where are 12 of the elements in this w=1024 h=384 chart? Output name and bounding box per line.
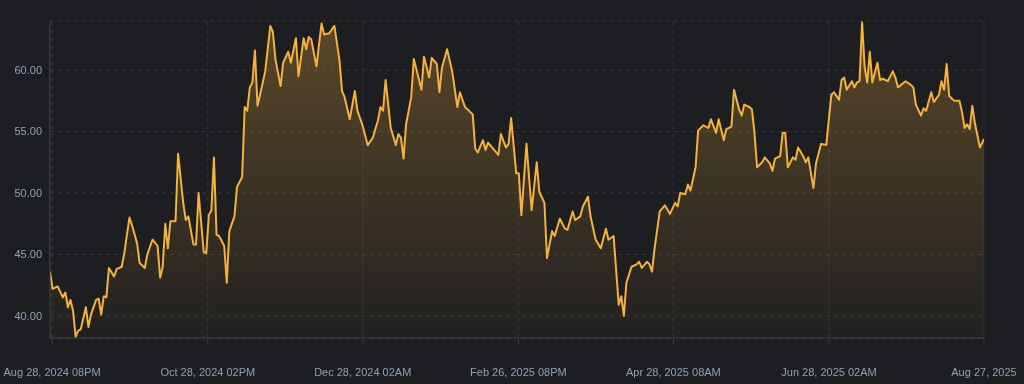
x-tick-label: Jun 28, 2025 02AM xyxy=(781,365,877,378)
x-tick-label: Feb 26, 2025 08PM xyxy=(470,365,567,378)
y-tick-label: 40.00 xyxy=(14,309,42,322)
x-tick-label: Aug 27, 2025 xyxy=(951,365,1017,378)
y-tick-label: 50.00 xyxy=(14,186,42,199)
x-tick-label: Dec 28, 2024 02AM xyxy=(314,365,412,378)
y-tick-label: 55.00 xyxy=(14,125,42,138)
x-tick-label: Apr 28, 2025 08AM xyxy=(625,365,721,378)
y-tick-label: 45.00 xyxy=(14,248,42,261)
x-tick-label: Aug 28, 2024 08PM xyxy=(3,365,101,378)
x-tick-label: Oct 28, 2024 02PM xyxy=(160,365,256,378)
y-tick-label: 60.00 xyxy=(14,64,42,77)
